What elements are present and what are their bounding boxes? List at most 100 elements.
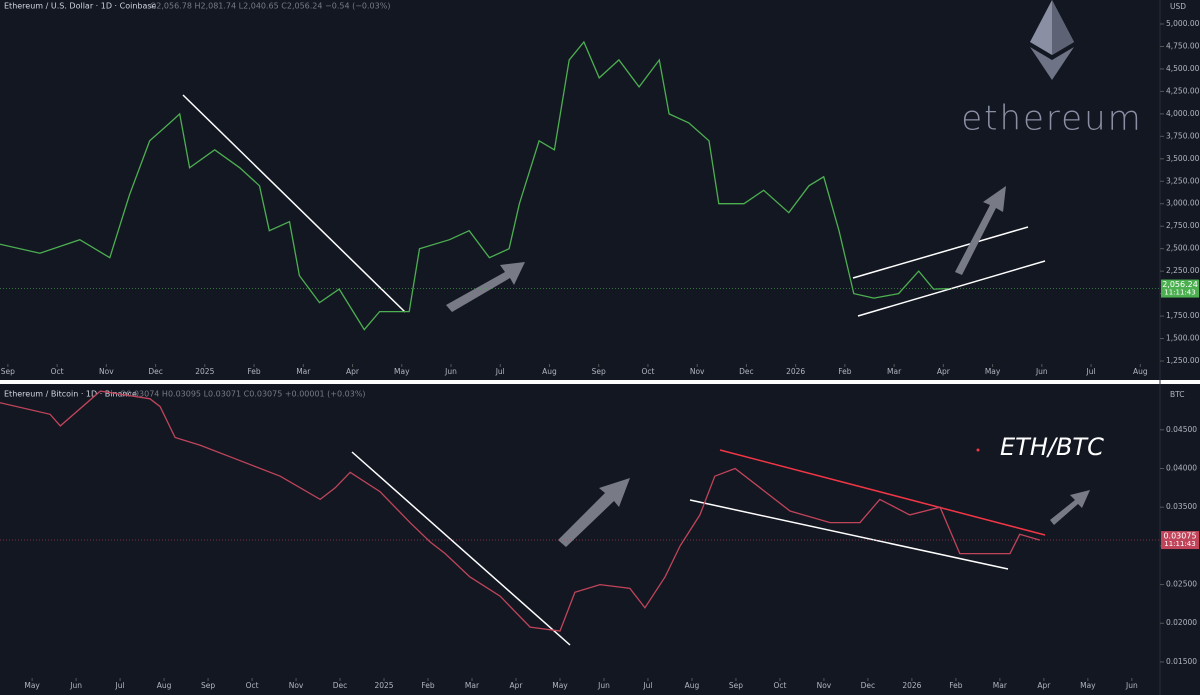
channel-line: [689, 499, 1009, 570]
y-tick-label: 1,750.00: [1166, 311, 1200, 320]
axis-unit: USD: [1170, 2, 1186, 11]
last-price-label: 2,056.24: [1162, 280, 1198, 289]
ohlc-readout: O2,056.78 H2,081.74 L2,040.65 C2,056.24 …: [150, 2, 390, 11]
y-tick-label: 3,000.00: [1166, 199, 1200, 208]
x-tick-label: Aug: [157, 681, 172, 690]
y-tick-label: 4,250.00: [1166, 86, 1200, 95]
y-tick-label: 0.04000: [1166, 463, 1197, 472]
y-tick-label: 1,250.00: [1166, 356, 1200, 365]
x-tick-label: Sep: [592, 367, 606, 376]
eth-logo: [1030, 0, 1074, 80]
arrow: [955, 186, 1006, 275]
x-tick-label: Sep: [729, 681, 743, 690]
y-tick-label: 1,500.00: [1166, 334, 1200, 343]
last-price-box: [1161, 531, 1199, 550]
x-tick-label: Oct: [773, 681, 786, 690]
y-tick-label: 4,000.00: [1166, 109, 1200, 118]
x-tick-label: Feb: [949, 681, 963, 690]
trend-line: [182, 94, 406, 313]
ohlc-readout: O0.03074 H0.03095 L0.03071 C0.03075 +0.0…: [120, 390, 366, 399]
x-tick-label: Jul: [115, 681, 125, 690]
x-tick-label: Dec: [148, 367, 163, 376]
x-tick-label: May: [985, 367, 1001, 376]
y-tick-label: 0.01500: [1166, 657, 1197, 666]
y-tick-label: 0.03500: [1166, 502, 1197, 511]
x-tick-label: Nov: [690, 367, 705, 376]
x-tick-label: Nov: [817, 681, 832, 690]
y-tick-label: 0.02500: [1166, 580, 1197, 589]
y-tick-label: 3,250.00: [1166, 176, 1200, 185]
x-tick-label: Mar: [993, 681, 1008, 690]
y-tick-label: 3,500.00: [1166, 154, 1200, 163]
x-tick-label: Aug: [542, 367, 557, 376]
x-tick-label: Sep: [1, 367, 15, 376]
x-tick-label: Nov: [289, 681, 304, 690]
x-tick-label: Mar: [887, 367, 902, 376]
x-tick-label: Oct: [51, 367, 64, 376]
y-tick-label: 2,250.00: [1166, 266, 1200, 275]
y-tick-label: 0.02000: [1166, 618, 1197, 627]
x-tick-label: Jun: [444, 367, 457, 376]
y-tick-label: 2,750.00: [1166, 221, 1200, 230]
x-tick-label: Nov: [99, 367, 114, 376]
x-tick-label: Mar: [465, 681, 480, 690]
trend-line: [351, 451, 571, 646]
arrow: [1050, 490, 1090, 525]
x-tick-label: Feb: [421, 681, 435, 690]
trend-line: [719, 449, 1046, 536]
axis-unit: BTC: [1170, 390, 1185, 399]
x-tick-label: Apr: [510, 681, 524, 690]
countdown: 11:11:43: [1164, 289, 1195, 297]
x-tick-label: Jul: [1086, 367, 1096, 376]
x-tick-label: Apr: [1037, 681, 1051, 690]
x-tick-label: May: [1080, 681, 1096, 690]
x-tick-label: 2026: [786, 367, 805, 376]
x-tick-label: Aug: [685, 681, 700, 690]
countdown: 11:11:43: [1164, 540, 1195, 548]
last-price-box: [1161, 279, 1199, 298]
x-tick-label: May: [552, 681, 568, 690]
arrow: [558, 478, 630, 547]
x-tick-label: Mar: [296, 367, 311, 376]
x-tick-label: Jun: [69, 681, 82, 690]
x-tick-label: Sep: [201, 681, 215, 690]
arrow: [446, 262, 525, 312]
price-line: [0, 40, 949, 331]
annotation: ETH/BTC: [1000, 433, 1104, 461]
x-tick-label: Dec: [739, 367, 754, 376]
price-line: [0, 390, 1041, 632]
x-tick-label: Jun: [1125, 681, 1138, 690]
x-tick-label: May: [24, 681, 40, 690]
x-tick-label: Dec: [333, 681, 348, 690]
y-tick-label: 2,500.00: [1166, 244, 1200, 253]
x-tick-label: Jul: [642, 681, 652, 690]
x-tick-label: Oct: [246, 681, 259, 690]
x-tick-label: Jun: [597, 681, 610, 690]
x-tick-label: Jul: [495, 367, 505, 376]
x-tick-label: Apr: [346, 367, 360, 376]
y-tick-label: 4,500.00: [1166, 64, 1200, 73]
y-tick-label: 5,000.00: [1166, 19, 1200, 28]
x-tick-label: Dec: [861, 681, 876, 690]
chart-title: Ethereum / Bitcoin · 1D · Binance: [4, 390, 137, 399]
x-tick-label: Jun: [1035, 367, 1048, 376]
logo-text: ethereum: [961, 99, 1143, 139]
chart-title: Ethereum / U.S. Dollar · 1D · Coinbase: [4, 2, 157, 11]
x-tick-label: 2025: [195, 367, 214, 376]
x-tick-label: Feb: [247, 367, 261, 376]
y-tick-label: 0.04500: [1166, 425, 1197, 434]
channel-line: [852, 226, 1029, 279]
last-price-label: 0.03075: [1163, 532, 1196, 541]
x-tick-label: Apr: [937, 367, 951, 376]
x-tick-label: 2026: [902, 681, 921, 690]
x-tick-label: Oct: [641, 367, 654, 376]
x-tick-label: Aug: [1133, 367, 1148, 376]
x-tick-label: May: [394, 367, 410, 376]
x-tick-label: Feb: [838, 367, 852, 376]
y-tick-label: 4,750.00: [1166, 41, 1200, 50]
annotation-dot: [976, 448, 980, 452]
y-tick-label: 3,750.00: [1166, 131, 1200, 140]
x-tick-label: 2025: [374, 681, 393, 690]
